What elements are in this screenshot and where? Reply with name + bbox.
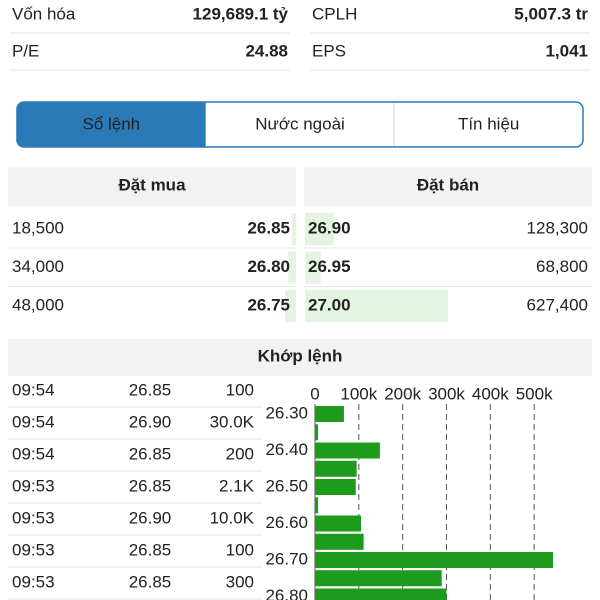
buy-price: 26.80 xyxy=(247,257,290,276)
header-bg xyxy=(8,339,592,376)
buy-price: 26.75 xyxy=(247,295,290,314)
bar xyxy=(315,497,319,514)
x-tick-label: 200k xyxy=(384,384,421,403)
sell-volume-bar xyxy=(305,213,335,245)
buy-volume-bar xyxy=(288,251,296,284)
trade-volume: 30.0K xyxy=(210,412,255,431)
trade-volume: 10.0K xyxy=(210,508,255,527)
trade-price: 26.85 xyxy=(129,476,172,495)
trade-time: 09:53 xyxy=(12,540,55,559)
sell-price: 26.95 xyxy=(308,257,351,276)
buy-volume-bar xyxy=(291,213,296,245)
buy-header: Đặt mua xyxy=(118,175,186,194)
stat-label: Vốn hóa xyxy=(12,4,76,23)
stat-label: P/E xyxy=(12,41,39,60)
stat-value: 24.88 xyxy=(245,41,288,60)
trade-time: 09:53 xyxy=(12,572,55,591)
trade-time: 09:54 xyxy=(12,444,55,463)
bar xyxy=(315,515,362,532)
sell-price: 26.90 xyxy=(308,218,351,237)
stat-value: 5,007.3 tr xyxy=(514,4,588,23)
trade-volume: 2.1K xyxy=(219,476,255,495)
sell-volume: 627,400 xyxy=(527,295,588,314)
tab-active-bg xyxy=(17,102,206,147)
x-tick-label: 300k xyxy=(428,384,465,403)
bar xyxy=(315,479,356,495)
trade-price: 26.85 xyxy=(129,380,172,399)
y-tick-label: 26.50 xyxy=(265,476,308,495)
trade-volume: 100 xyxy=(226,540,254,559)
header-bg xyxy=(304,167,592,206)
tab[interactable]: Tín hiệu xyxy=(458,114,519,133)
bar xyxy=(315,533,364,550)
sell-header: Đặt bán xyxy=(417,175,479,194)
bar xyxy=(315,424,319,441)
stat-value: 129,689.1 tỷ xyxy=(193,4,289,23)
bar xyxy=(315,588,447,600)
bar xyxy=(315,406,344,422)
x-tick-label: 400k xyxy=(472,384,509,403)
header-bg xyxy=(8,167,296,206)
trade-volume: 300 xyxy=(226,572,254,591)
sell-volume-bar xyxy=(305,290,448,322)
trade-time: 09:54 xyxy=(12,412,55,431)
sell-volume-bar xyxy=(305,251,321,284)
trade-time: 09:53 xyxy=(12,476,55,495)
buy-volume-bar xyxy=(285,290,296,322)
stat-label: CPLH xyxy=(312,4,357,23)
trade-time: 09:54 xyxy=(12,380,55,399)
trade-price: 26.85 xyxy=(129,572,172,591)
y-tick-label: 26.60 xyxy=(265,513,308,532)
sell-volume: 68,800 xyxy=(536,257,588,276)
sell-volume: 128,300 xyxy=(527,218,588,237)
trade-price: 26.90 xyxy=(129,412,172,431)
y-tick-label: 26.40 xyxy=(265,440,308,459)
trade-price: 26.90 xyxy=(129,508,172,527)
trade-volume: 200 xyxy=(226,444,254,463)
bar xyxy=(315,460,357,477)
x-tick-label: 100k xyxy=(340,384,377,403)
bar xyxy=(315,570,442,587)
bar xyxy=(315,552,554,568)
buy-price: 26.85 xyxy=(247,218,290,237)
y-tick-label: 26.30 xyxy=(265,403,308,422)
buy-volume: 18,500 xyxy=(12,218,64,237)
trades-title: Khớp lệnh xyxy=(258,346,343,365)
stat-value: 1,041 xyxy=(545,41,588,60)
y-tick-label: 26.80 xyxy=(265,586,308,600)
buy-volume: 34,000 xyxy=(12,257,64,276)
x-tick-label: 500k xyxy=(516,384,553,403)
buy-volume: 48,000 xyxy=(12,295,64,314)
trade-price: 26.85 xyxy=(129,540,172,559)
tab[interactable]: Nước ngoài xyxy=(255,114,345,133)
stat-label: EPS xyxy=(312,41,346,60)
trade-volume: 100 xyxy=(226,380,254,399)
tab[interactable]: Sổ lệnh xyxy=(82,114,140,133)
trade-price: 26.85 xyxy=(129,444,172,463)
x-tick-label: 0 xyxy=(310,384,319,403)
bar xyxy=(315,442,380,459)
y-tick-label: 26.70 xyxy=(265,549,308,568)
trade-time: 09:53 xyxy=(12,508,55,527)
sell-price: 27.00 xyxy=(308,295,351,314)
